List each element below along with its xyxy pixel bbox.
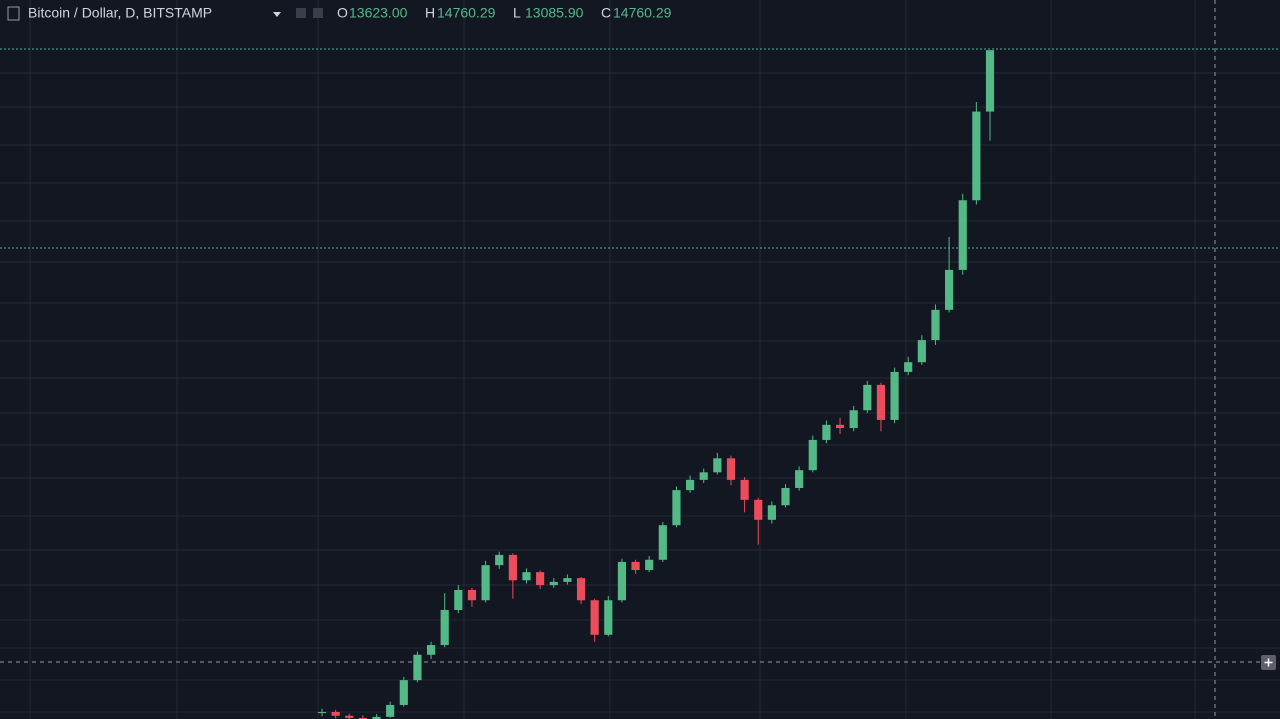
collapse-icon[interactable]: [7, 6, 20, 21]
ohlc-label: H: [425, 5, 435, 21]
candle-body: [795, 470, 804, 488]
candle-body: [808, 439, 817, 471]
dropdown-arrow[interactable]: [273, 12, 281, 17]
settings-icon[interactable]: [313, 8, 323, 18]
candle-body: [658, 525, 667, 560]
candle-body: [590, 600, 599, 635]
candle-body: [781, 487, 790, 506]
symbol-title[interactable]: Bitcoin / Dollar, D, BITSTAMP: [28, 5, 212, 21]
candle-body: [754, 499, 763, 520]
candle-body: [713, 458, 722, 473]
candle-body: [767, 505, 776, 520]
candle-body: [931, 309, 940, 341]
ohlc-value: 14760.29: [437, 5, 496, 21]
ohlc-value: 14760.29: [613, 5, 672, 21]
candle-body: [849, 410, 858, 429]
candle-body: [699, 472, 708, 480]
ohlc-label: C: [601, 5, 611, 21]
candle-body: [904, 362, 913, 372]
candle-body: [358, 717, 367, 719]
candle-body: [399, 680, 408, 705]
candle-body: [549, 581, 558, 586]
eye-icon[interactable]: [296, 8, 306, 18]
candle-body: [958, 200, 967, 270]
candle-body: [863, 384, 872, 411]
candle-body: [372, 716, 381, 719]
candle-body: [576, 578, 586, 601]
candle-body: [508, 554, 517, 581]
candle-body: [426, 645, 436, 655]
ohlc-value: 13085.90: [525, 5, 584, 21]
candle-body: [563, 578, 572, 582]
candle-body: [522, 572, 531, 581]
candle-body: [413, 654, 422, 681]
candle-body: [890, 371, 899, 420]
candle-body: [345, 715, 354, 718]
candles: [317, 50, 995, 719]
candle-body: [631, 561, 640, 571]
candle-body: [317, 711, 327, 714]
candle-body: [467, 589, 477, 601]
ohlc-value: 13623.00: [349, 5, 408, 21]
candle-body: [386, 704, 395, 717]
candle-body: [331, 711, 340, 716]
ohlc-label: O: [337, 5, 348, 21]
add-button[interactable]: [1261, 655, 1276, 670]
candle-body: [454, 589, 463, 610]
candle-body: [740, 479, 749, 500]
candle-body: [726, 458, 736, 480]
candle-body: [945, 269, 954, 310]
candle-body: [972, 111, 981, 201]
candle-body: [985, 50, 995, 112]
ohlc-values: O 13623.00 H 14760.29 L 13085.90 C 14760.29: [337, 5, 672, 21]
candle-body: [645, 559, 654, 571]
candle-body: [672, 490, 681, 526]
candle-body: [495, 554, 504, 566]
legend: Bitcoin / Dollar, D, BITSTAMP O 13623.00 H…: [7, 5, 672, 21]
candle-body: [822, 424, 831, 440]
candle-body: [685, 479, 695, 491]
candle-body: [876, 384, 886, 420]
ohlc-label: L: [513, 5, 521, 21]
add-icon: [1264, 658, 1273, 667]
candle-body: [440, 609, 449, 646]
candle-body: [604, 600, 613, 635]
candle-body: [481, 565, 490, 601]
candle-body: [617, 561, 627, 601]
candle-body: [917, 340, 926, 363]
candle-body: [536, 572, 545, 586]
candle-body: [835, 424, 845, 429]
